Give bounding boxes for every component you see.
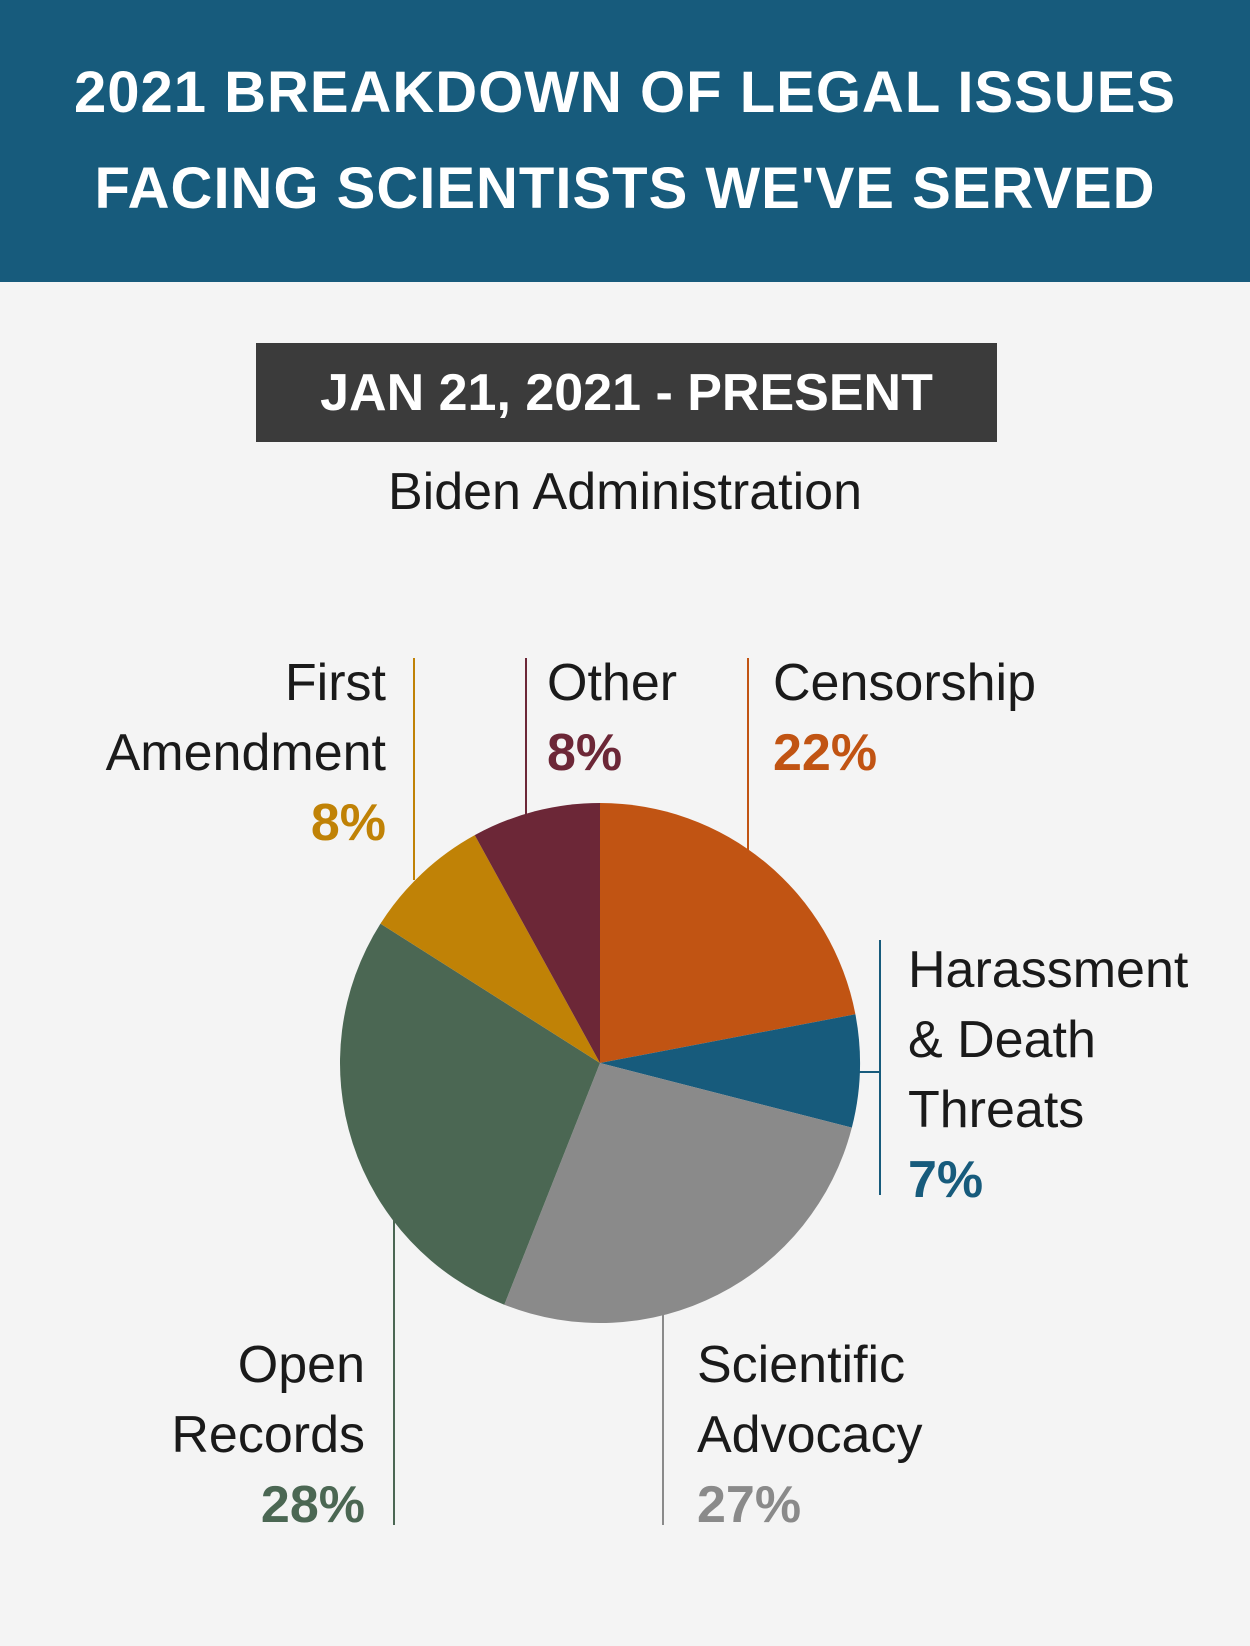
slice-percent-harassment-death-threats: 7% [908, 1151, 983, 1209]
pie-slice-first-amendment [380, 835, 600, 1063]
slice-label-harassment-death-threats-line-2: & Death [908, 1011, 1096, 1069]
administration-subtitle: Biden Administration [387, 463, 863, 521]
slice-label-open-records-line-2: Records [171, 1406, 365, 1464]
chart-title-line-2: FACING SCIENTISTS WE'VE SERVED [94, 156, 1156, 221]
slice-label-harassment-death-threats-line-1: Harassment [908, 941, 1189, 999]
slice-label-censorship-line-1: Censorship [773, 654, 1036, 712]
header-banner: 2021 BREAKDOWN OF LEGAL ISSUES FACING SC… [0, 0, 1250, 282]
pie-slice-scientific-advocacy [504, 1063, 852, 1323]
slice-label-harassment-death-threats-line-3: Threats [908, 1081, 1084, 1139]
slice-percent-censorship: 22% [773, 724, 877, 782]
slice-label-scientific-advocacy-line-1: Scientific [697, 1336, 905, 1394]
pie-slice-other [474, 803, 600, 1063]
slice-percent-first-amendment: 8% [311, 794, 386, 852]
slice-percent-open-records: 28% [261, 1476, 365, 1534]
date-range-badge: JAN 21, 2021 - PRESENT [256, 343, 997, 442]
slice-label-other-line-1: Other [547, 654, 677, 712]
slice-label-first-amendment-line-1: First [285, 654, 387, 712]
slice-label-open-records-line-1: Open [238, 1336, 365, 1394]
pie-slice-censorship [600, 803, 856, 1063]
pie-slice-harassment-death-threats [600, 1014, 861, 1128]
slice-label-scientific-advocacy-line-2: Advocacy [697, 1406, 922, 1464]
slice-percent-other: 8% [547, 724, 622, 782]
slice-label-first-amendment-line-2: Amendment [106, 724, 387, 782]
chart-title-line-1: 2021 BREAKDOWN OF LEGAL ISSUES [73, 60, 1177, 125]
pie-slice-open-records [340, 923, 600, 1305]
slice-percent-scientific-advocacy: 27% [697, 1476, 801, 1534]
